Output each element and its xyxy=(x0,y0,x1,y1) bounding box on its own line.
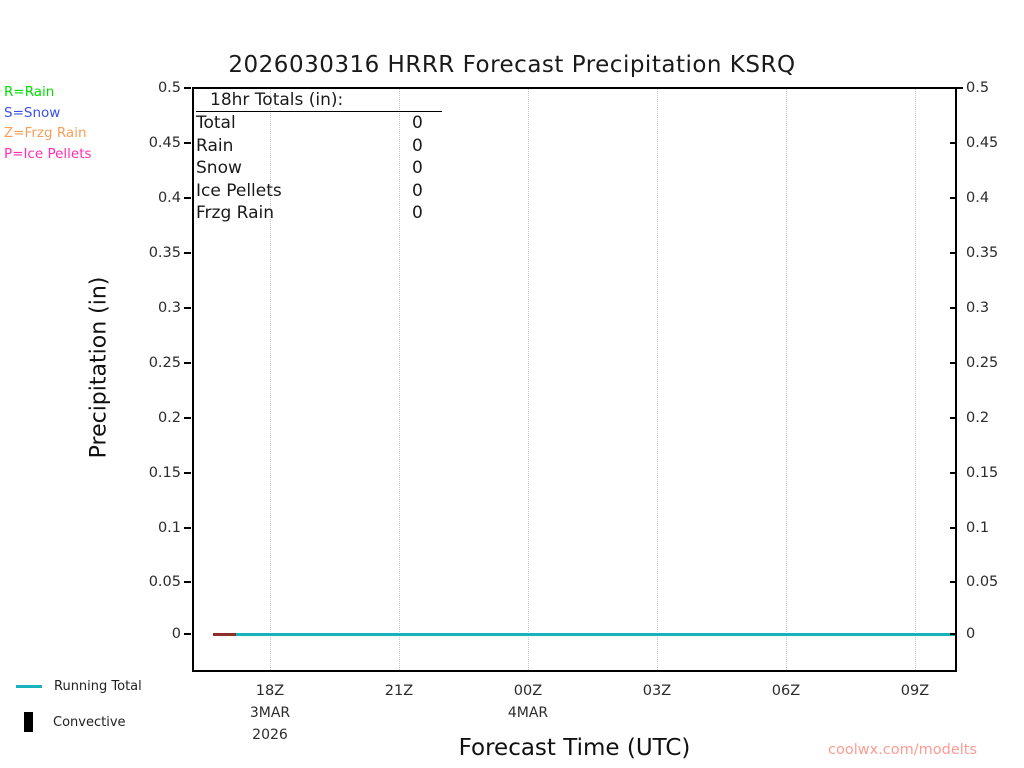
y-tick-mark xyxy=(184,633,191,635)
y-tick-mark xyxy=(184,252,191,254)
y-tick-label-left: 0.45 xyxy=(148,135,181,151)
y-tick-mark xyxy=(184,581,191,583)
y-tick-mark xyxy=(184,472,191,474)
precip-type-legend: R=Rain S=Snow Z=Frzg Rain P=Ice Pellets xyxy=(4,82,92,164)
totals-header: 18hr Totals (in): xyxy=(196,90,442,112)
legend-entry-convective: Convective xyxy=(10,704,142,740)
watermark: coolwx.com/modelts xyxy=(828,742,978,758)
legend-snow: S=Snow xyxy=(4,104,61,121)
running-total-line xyxy=(236,633,955,636)
y-tick-label-left: 0 xyxy=(171,626,181,642)
gridline-vertical xyxy=(657,89,659,670)
y-tick-label-left: 0.5 xyxy=(157,80,181,96)
y-tick-mark xyxy=(184,197,191,199)
chart-title: 2026030316 HRRR Forecast Precipitation K… xyxy=(228,52,796,78)
gridline-vertical xyxy=(399,89,401,670)
y-tick-label-right: 0.5 xyxy=(966,80,990,96)
y-axis-title: Precipitation (in) xyxy=(86,276,112,459)
gridline-vertical xyxy=(786,89,788,670)
y-tick-label-right: 0 xyxy=(966,626,976,642)
legend-entry-running-total: Running Total xyxy=(10,668,142,704)
y-tick-label-left: 0.3 xyxy=(157,300,181,316)
legend-label: Running Total xyxy=(54,678,142,694)
y-tick-label-left: 0.35 xyxy=(148,245,181,261)
series-legend: Running Total Convective xyxy=(10,668,142,740)
totals-value: 0 xyxy=(412,180,423,201)
x-tick-sublabel-date: 4MAR xyxy=(507,705,549,721)
plot-area xyxy=(192,87,957,672)
plot-inner xyxy=(194,89,955,670)
totals-label: Frzg Rain xyxy=(196,203,275,224)
y-tick-label-right: 0.2 xyxy=(966,410,990,426)
totals-value: 0 xyxy=(412,113,423,133)
x-axis-title: Forecast Time (UTC) xyxy=(458,735,691,761)
legend-ice-pellets: P=Ice Pellets xyxy=(4,145,92,162)
y-tick-mark xyxy=(950,417,957,419)
y-tick-mark xyxy=(950,252,957,254)
y-tick-label-left: 0.2 xyxy=(157,410,181,426)
y-tick-label-right: 0.45 xyxy=(966,135,999,151)
y-tick-mark xyxy=(184,527,191,529)
totals-summary-box: 18hr Totals (in): Total 0 Rain 0 Snow 0 … xyxy=(196,90,496,225)
y-tick-mark xyxy=(950,633,957,635)
totals-row-frzg-rain: Frzg Rain 0 xyxy=(196,202,496,225)
y-tick-label-right: 0.15 xyxy=(966,465,999,481)
y-tick-mark xyxy=(950,362,957,364)
totals-label: Snow xyxy=(196,158,242,179)
x-tick-label: 18Z xyxy=(255,683,285,699)
x-tick-sublabel-date: 3MAR xyxy=(249,705,291,721)
y-tick-mark xyxy=(950,527,957,529)
y-tick-mark xyxy=(950,142,957,144)
y-tick-mark xyxy=(956,87,963,89)
y-tick-label-right: 0.3 xyxy=(966,300,990,316)
totals-row-rain: Rain 0 xyxy=(196,135,496,158)
x-tick-label: 21Z xyxy=(384,683,414,699)
y-tick-label-right: 0.05 xyxy=(966,574,999,590)
totals-value: 0 xyxy=(412,135,423,156)
running-total-swatch-icon xyxy=(16,684,42,688)
totals-row-ice-pellets: Ice Pellets 0 xyxy=(196,180,496,203)
legend-label: Convective xyxy=(53,714,126,730)
totals-row-snow: Snow 0 xyxy=(196,157,496,180)
y-tick-label-right: 0.35 xyxy=(966,245,999,261)
legend-rain: R=Rain xyxy=(4,84,55,100)
y-tick-mark xyxy=(184,142,191,144)
legend-freezing-rain: Z=Frzg Rain xyxy=(4,125,87,141)
y-tick-mark xyxy=(950,472,957,474)
x-tick-label: 09Z xyxy=(900,683,930,699)
totals-label: Total xyxy=(196,113,236,133)
gridline-vertical xyxy=(270,89,272,670)
totals-label: Rain xyxy=(196,135,234,156)
convective-swatch-icon xyxy=(24,712,33,732)
y-tick-mark xyxy=(950,197,957,199)
y-tick-mark xyxy=(184,417,191,419)
y-tick-label-left: 0.15 xyxy=(148,465,181,481)
x-tick-label: 00Z xyxy=(513,683,543,699)
x-tick-label: 06Z xyxy=(771,683,801,699)
totals-value: 0 xyxy=(412,158,423,179)
y-tick-mark xyxy=(950,581,957,583)
totals-value: 0 xyxy=(412,203,423,224)
y-tick-label-right: 0.4 xyxy=(966,190,990,206)
totals-label: Ice Pellets xyxy=(196,180,282,201)
y-tick-label-left: 0.4 xyxy=(157,190,181,206)
y-tick-label-right: 0.25 xyxy=(966,355,999,371)
totals-row-total: Total 0 xyxy=(196,112,496,135)
y-tick-mark xyxy=(184,362,191,364)
y-tick-label-left: 0.25 xyxy=(148,355,181,371)
gridline-vertical xyxy=(528,89,530,670)
y-tick-label-right: 0.1 xyxy=(966,520,990,536)
x-tick-label: 03Z xyxy=(642,683,672,699)
x-tick-sublabel-year: 2026 xyxy=(252,727,288,743)
y-tick-label-left: 0.1 xyxy=(157,520,181,536)
running-total-line-start-segment xyxy=(213,633,238,636)
y-tick-mark xyxy=(184,87,191,89)
y-tick-mark xyxy=(184,307,191,309)
y-tick-mark xyxy=(950,307,957,309)
gridline-vertical xyxy=(915,89,917,670)
y-tick-label-left: 0.05 xyxy=(148,574,181,590)
